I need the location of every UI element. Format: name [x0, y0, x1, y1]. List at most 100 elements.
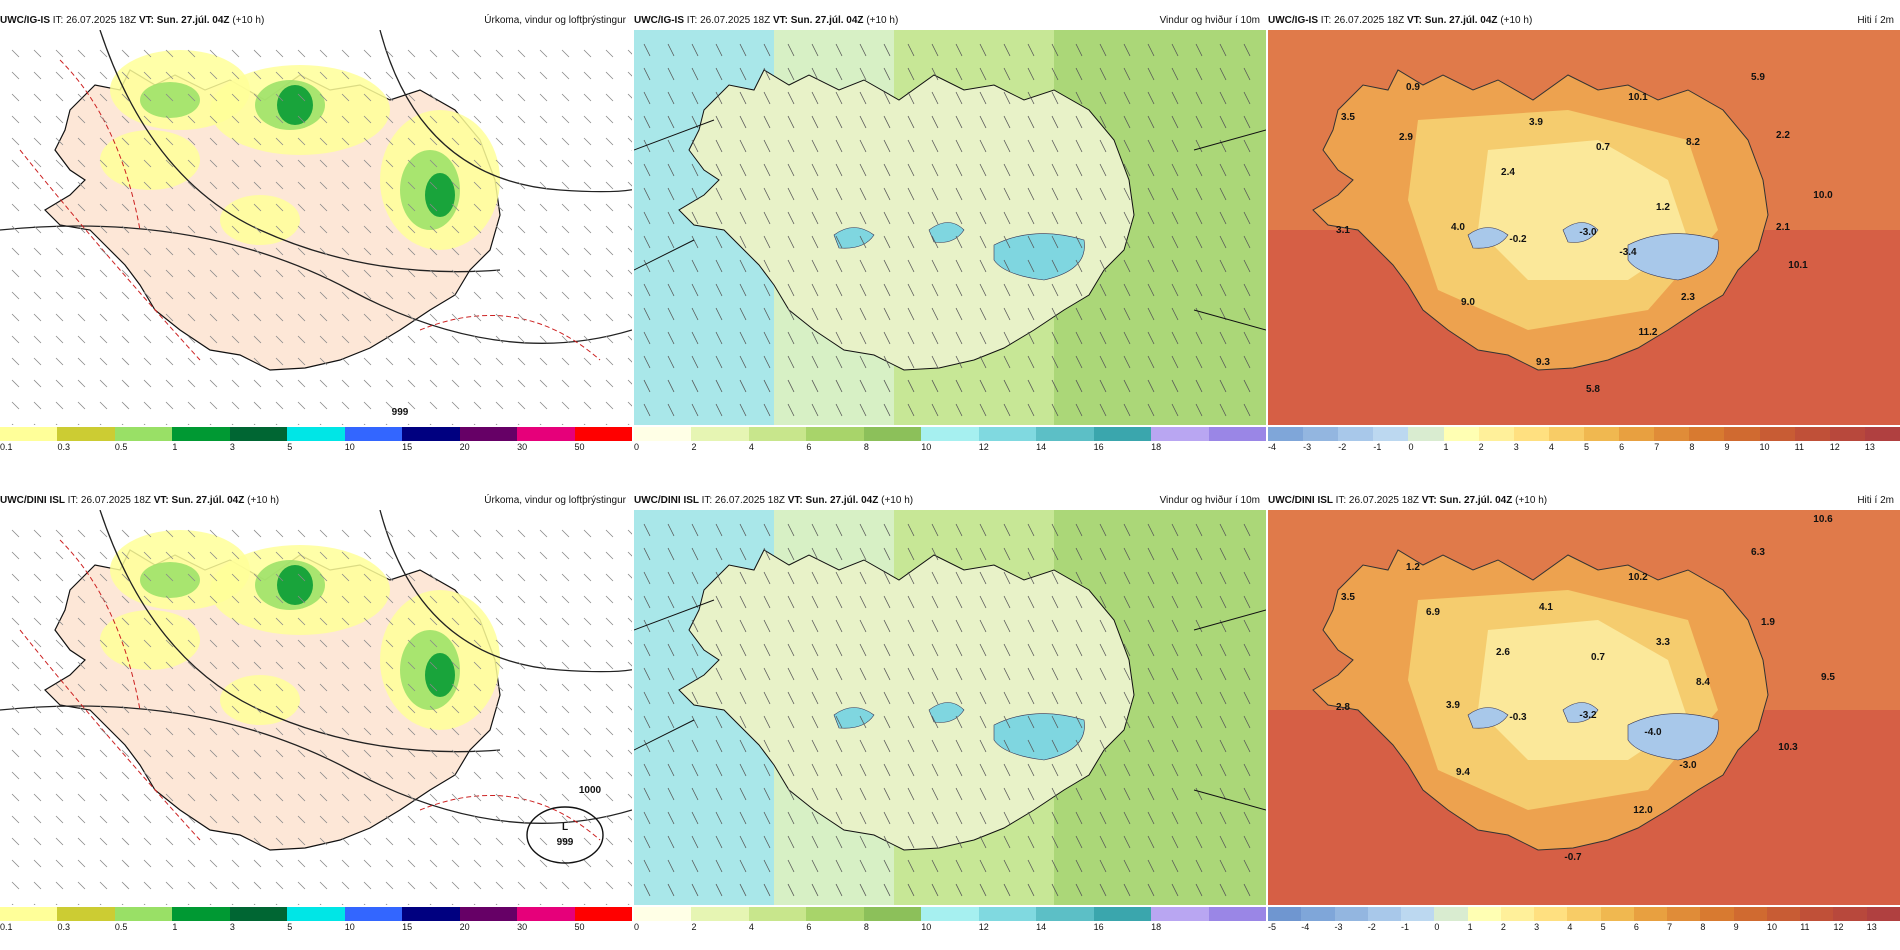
wind-arrow — [691, 163, 699, 177]
wind-arrow — [979, 691, 987, 705]
wind-barb — [11, 859, 20, 868]
wind-arrow — [715, 211, 723, 225]
wind-arrow — [1123, 811, 1131, 825]
wind-arrow — [859, 859, 867, 873]
wind-barb — [231, 181, 240, 190]
wind-arrow — [1051, 115, 1059, 129]
wind-arrow — [1003, 259, 1011, 273]
panel-title: Hiti í 2m — [1857, 15, 1894, 26]
map-canvas: 999 — [0, 30, 632, 425]
wind-arrow — [1219, 763, 1227, 777]
wind-barb — [99, 661, 108, 670]
wind-barb — [165, 335, 174, 344]
color-scale-swatch — [1303, 427, 1339, 441]
color-scale-swatch — [1733, 907, 1768, 921]
wind-arrow — [715, 403, 723, 417]
wind-arrow — [667, 283, 675, 297]
wind-barb — [231, 247, 240, 256]
wind-barb — [99, 203, 108, 212]
wind-arrow — [1195, 883, 1203, 897]
wind-arrow — [931, 571, 939, 585]
wind-arrow — [643, 547, 651, 561]
wind-barb — [143, 401, 152, 410]
wind-arrow — [1195, 91, 1203, 105]
wind-arrow — [1075, 835, 1083, 849]
color-scale-swatch — [1208, 427, 1267, 441]
wind-barb — [11, 159, 20, 168]
wind-barb — [517, 749, 526, 758]
wind-arrow — [1219, 523, 1227, 537]
color-scale-swatch — [1584, 427, 1620, 441]
wind-arrow — [859, 259, 867, 273]
wind-barb — [55, 771, 64, 780]
wind-arrow — [1027, 283, 1035, 297]
wind-barb — [561, 815, 570, 824]
wind-barb — [583, 859, 592, 868]
wind-barb — [407, 335, 416, 344]
wind-barb — [99, 159, 108, 168]
wind-barb — [451, 115, 460, 124]
wind-barb — [11, 379, 20, 388]
wind-barb — [451, 859, 460, 868]
wind-barb — [55, 335, 64, 344]
wind-barb — [319, 837, 328, 846]
wind-arrow — [955, 43, 963, 57]
wind-barb — [407, 115, 416, 124]
wind-arrow — [835, 403, 843, 417]
wind-arrow — [1219, 67, 1227, 81]
wind-barb — [143, 49, 152, 58]
wind-barb — [495, 551, 504, 560]
wind-barb — [451, 529, 460, 538]
wind-barb — [143, 661, 152, 670]
wind-arrow — [907, 715, 915, 729]
wind-arrow — [811, 379, 819, 393]
wind-barb — [231, 859, 240, 868]
wind-barb — [407, 401, 416, 410]
wind-barb — [55, 683, 64, 692]
wind-arrow — [787, 787, 795, 801]
wind-arrow — [931, 691, 939, 705]
wind-arrow — [667, 787, 675, 801]
wind-arrow — [811, 187, 819, 201]
wind-barb — [143, 815, 152, 824]
wind-arrow — [643, 691, 651, 705]
wind-barb — [275, 771, 284, 780]
wind-barb — [583, 837, 592, 846]
wind-barb — [253, 771, 262, 780]
wind-arrow — [835, 355, 843, 369]
wind-barb — [165, 551, 174, 560]
color-scale-swatch — [1766, 907, 1801, 921]
wind-arrow — [763, 43, 771, 57]
wind-arrow — [811, 331, 819, 345]
wind-arrow — [1219, 883, 1227, 897]
wind-arrow — [643, 571, 651, 585]
wind-arrow — [1219, 331, 1227, 345]
wind-arrow — [715, 331, 723, 345]
wind-barb — [561, 617, 570, 626]
wind-barb — [187, 815, 196, 824]
map-value-label: 1000 — [579, 785, 602, 796]
wind-barb — [319, 639, 328, 648]
wind-arrow — [883, 787, 891, 801]
wind-barb — [297, 727, 306, 736]
wind-arrow — [835, 595, 843, 609]
wind-arrow — [883, 835, 891, 849]
wind-barb — [385, 749, 394, 758]
wind-barb — [561, 181, 570, 190]
wind-barb — [77, 573, 86, 582]
wind-barb — [209, 727, 218, 736]
wind-arrow — [1123, 883, 1131, 897]
wind-barb — [99, 705, 108, 714]
wind-barb — [253, 379, 262, 388]
wind-barb — [187, 357, 196, 366]
wind-arrow — [1075, 643, 1083, 657]
wind-arrow — [1027, 355, 1035, 369]
wind-arrow — [1123, 787, 1131, 801]
wind-arrow — [1147, 331, 1155, 345]
wind-arrow — [859, 835, 867, 849]
wind-arrow — [835, 331, 843, 345]
wind-barb — [605, 115, 614, 124]
color-scale-tick-label: 18 — [1151, 922, 1162, 932]
wind-arrow — [907, 163, 915, 177]
wind-arrow — [1003, 187, 1011, 201]
